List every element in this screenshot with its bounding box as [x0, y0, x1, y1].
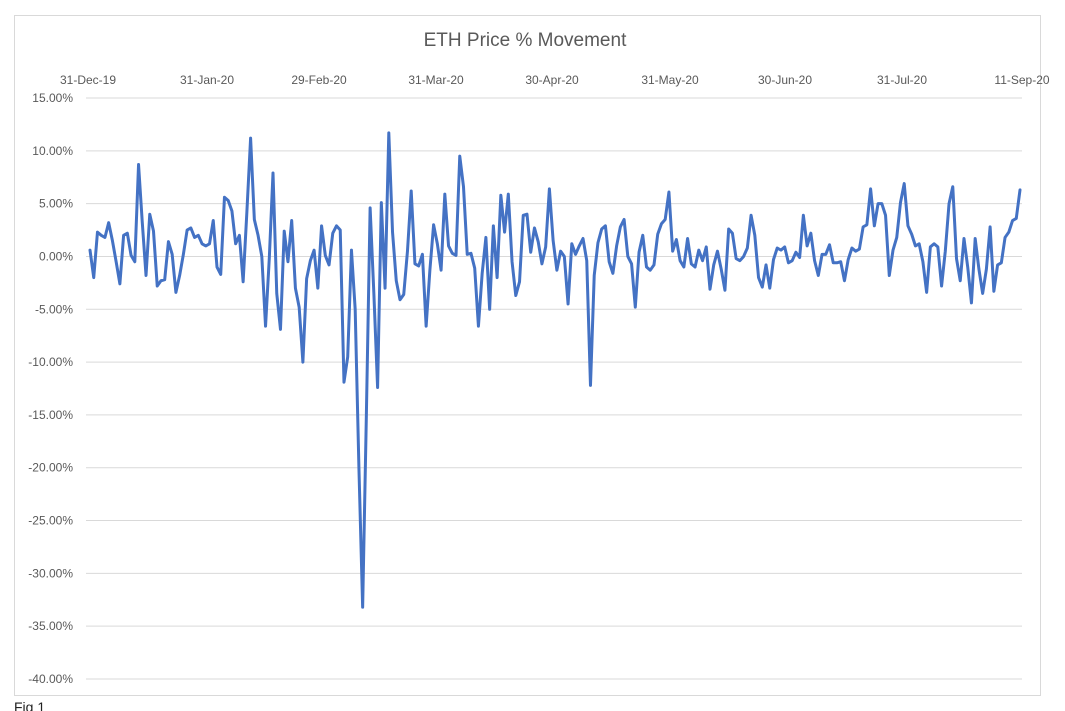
- y-tick-label: -5.00%: [35, 302, 73, 316]
- x-tick-label: 29-Feb-20: [291, 73, 347, 87]
- figure-caption: Fig 1: [14, 700, 46, 711]
- x-tick-label: 31-Jan-20: [180, 73, 234, 87]
- x-tick-label: 11-Sep-20: [994, 73, 1049, 87]
- x-tick-label: 31-May-20: [641, 73, 699, 87]
- y-tick-label: -40.00%: [28, 672, 73, 686]
- y-tick-label: -10.00%: [28, 355, 73, 369]
- y-tick-label: -20.00%: [28, 461, 73, 475]
- x-tick-label: 31-Dec-19: [60, 73, 116, 87]
- series-layer: [88, 131, 1022, 609]
- x-tick-label: 30-Apr-20: [525, 73, 579, 87]
- gridlines: [86, 97, 1022, 680]
- x-tick-label: 30-Jun-20: [758, 73, 812, 87]
- chart-title: ETH Price % Movement: [423, 30, 627, 51]
- chart-frame: [14, 15, 1041, 696]
- x-tick-label: 31-Mar-20: [408, 73, 464, 87]
- y-tick-label: -30.00%: [28, 566, 73, 580]
- x-tick-label: 31-Jul-20: [877, 73, 927, 87]
- y-tick-label: -35.00%: [28, 619, 73, 633]
- y-tick-label: -15.00%: [28, 408, 73, 422]
- y-tick-label: 10.00%: [32, 144, 73, 158]
- y-axis-tick-labels: 15.00% 10.00% 5.00% 0.00% -5.00% -10.00% -15.0…: [28, 91, 73, 686]
- series-line: [88, 131, 1022, 609]
- x-axis-tick-labels: 31-Dec-19 31-Jan-20 29-Feb-20 31-Mar-20 30-A…: [60, 73, 1050, 87]
- y-tick-label: 5.00%: [39, 197, 73, 211]
- y-tick-label: 0.00%: [39, 249, 73, 263]
- y-tick-label: 15.00%: [32, 91, 73, 105]
- y-tick-label: -25.00%: [28, 514, 73, 528]
